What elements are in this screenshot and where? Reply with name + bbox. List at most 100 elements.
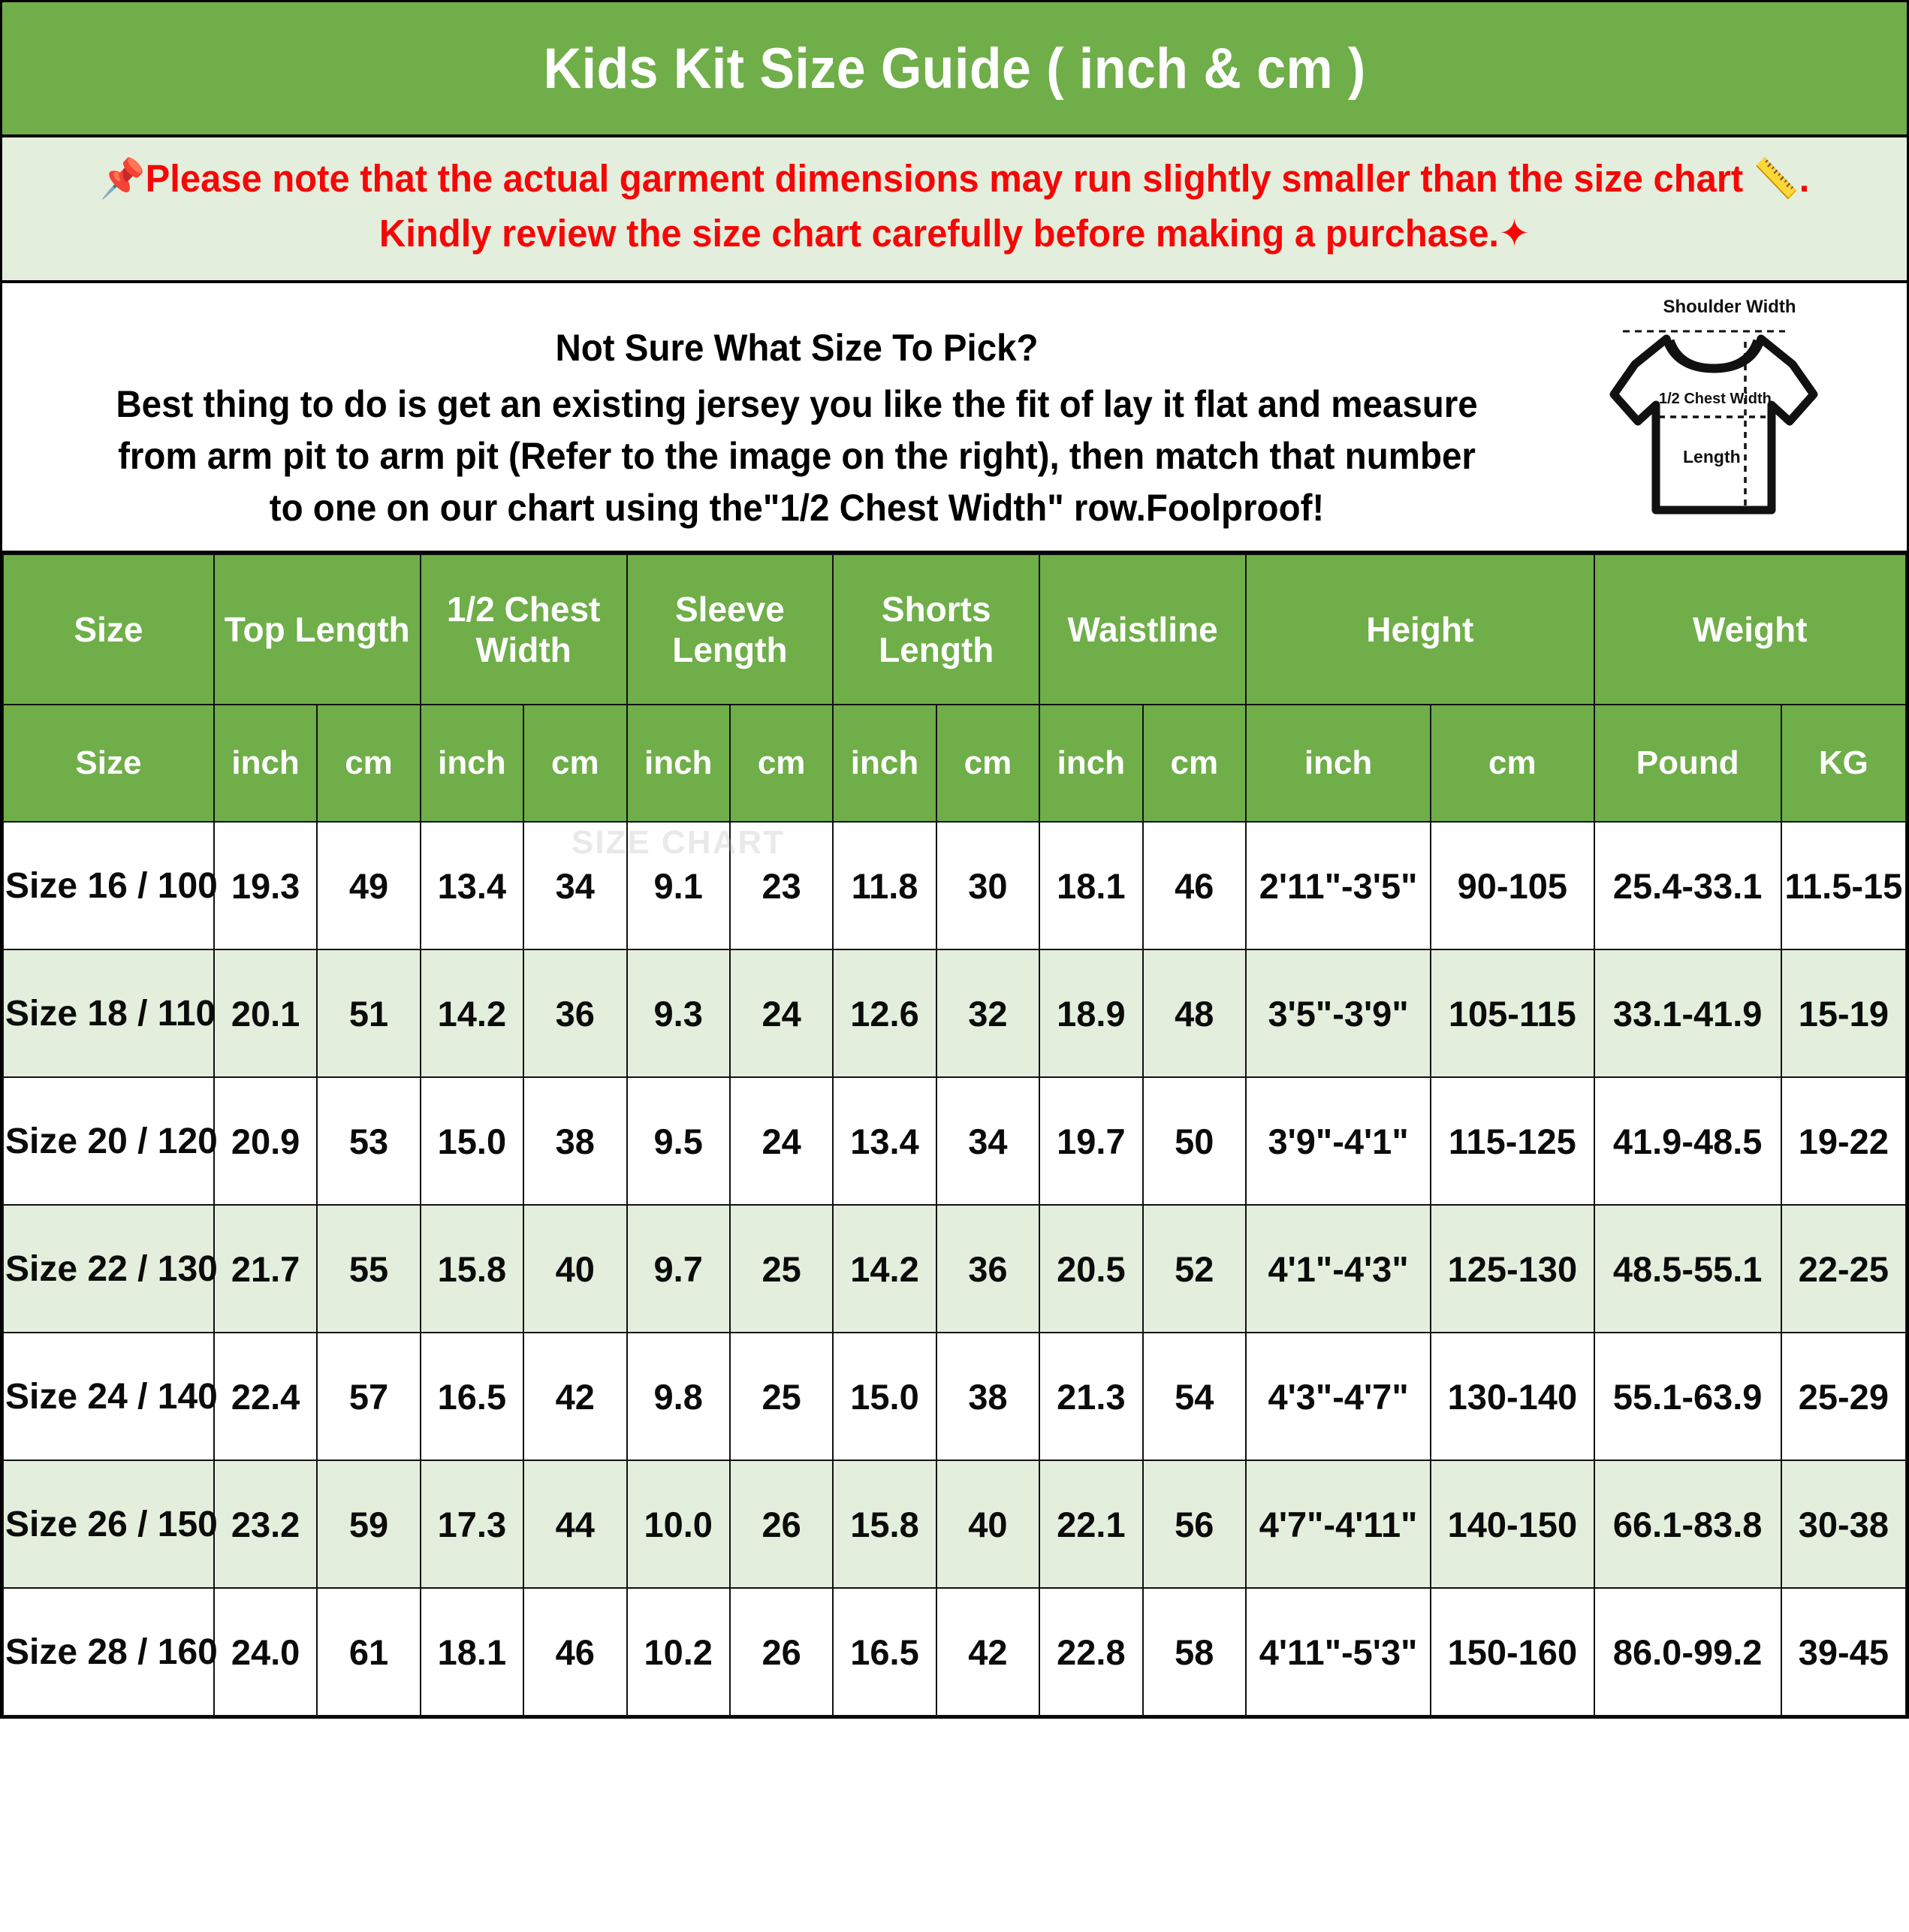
group-header-weight: Weight bbox=[1593, 554, 1907, 706]
cell: 3'9"-4'1" bbox=[1244, 1076, 1432, 1206]
cell: 150-160 bbox=[1430, 1587, 1595, 1717]
table-body: Size 16 / 100 19.3 49 13.4 34 9.1 23 11.… bbox=[2, 821, 1907, 1717]
cell: 44 bbox=[523, 1460, 628, 1589]
notice-line-2: Kindly review the size chart carefully b… bbox=[47, 210, 1861, 258]
group-header-sleeve-length: Sleeve Length bbox=[626, 554, 834, 706]
cell: 22.1 bbox=[1039, 1460, 1144, 1589]
cell: 33.1-41.9 bbox=[1593, 949, 1782, 1079]
cell: 9.8 bbox=[626, 1332, 731, 1462]
cell: 24 bbox=[728, 1076, 834, 1206]
cell: 53 bbox=[316, 1076, 421, 1206]
cell: 4'1"-4'3" bbox=[1244, 1204, 1432, 1334]
unit-header-size: Size bbox=[2, 704, 215, 823]
cell: 23.2 bbox=[213, 1460, 318, 1589]
cell: 30 bbox=[935, 821, 1041, 951]
group-header-chest-width: 1/2 Chest Width bbox=[419, 554, 628, 706]
unit-header-pound: Pound bbox=[1593, 704, 1782, 823]
page-title: Kids Kit Size Guide ( inch & cm ) bbox=[543, 36, 1366, 101]
cell: 20.5 bbox=[1039, 1204, 1144, 1334]
unit-header-cell: inch bbox=[419, 704, 525, 823]
cell: 2'11"-3'5" bbox=[1244, 821, 1432, 951]
group-header-size: Size bbox=[2, 554, 215, 706]
unit-header-cell: inch bbox=[626, 704, 731, 823]
cell: 30-38 bbox=[1780, 1460, 1907, 1589]
cell: 36 bbox=[935, 1204, 1041, 1334]
row-size-label: Size 16 / 100 bbox=[2, 821, 218, 951]
table-head: Size Top Length 1/2 Chest Width Sleeve L… bbox=[2, 554, 1907, 823]
notice-line-1-period: . bbox=[1799, 157, 1810, 200]
unit-header-cell: cm bbox=[1430, 704, 1595, 823]
cell: 16.5 bbox=[832, 1587, 937, 1717]
cell: 55.1-63.9 bbox=[1593, 1332, 1782, 1462]
cell: 14.2 bbox=[419, 949, 525, 1079]
cell: 22.4 bbox=[213, 1332, 318, 1462]
cell: 46 bbox=[523, 1587, 628, 1717]
row-size-label: Size 20 / 120 bbox=[2, 1076, 218, 1206]
pushpin-icon: 📌 bbox=[99, 157, 146, 201]
cell: 15.0 bbox=[419, 1076, 525, 1206]
cell: 48 bbox=[1141, 949, 1247, 1079]
cell: 14.2 bbox=[832, 1204, 937, 1334]
unit-header-cell: cm bbox=[935, 704, 1041, 823]
unit-header-cell: cm bbox=[728, 704, 834, 823]
cell: 4'7"-4'11" bbox=[1244, 1460, 1432, 1589]
cell: 13.4 bbox=[832, 1076, 937, 1206]
cell: 21.3 bbox=[1039, 1332, 1144, 1462]
table-row: Size 26 / 150 23.2 59 17.3 44 10.0 26 15… bbox=[2, 1460, 1907, 1589]
cell: 42 bbox=[523, 1332, 628, 1462]
unit-header-cell: cm bbox=[316, 704, 421, 823]
help-line-1: Best thing to do is get an existing jers… bbox=[116, 383, 1478, 426]
cell: 56 bbox=[1141, 1460, 1247, 1589]
cell: 58 bbox=[1141, 1587, 1247, 1717]
cell: 34 bbox=[523, 821, 628, 951]
cell: 18.9 bbox=[1039, 949, 1144, 1079]
notice-banner: 📌Please note that the actual garment dim… bbox=[2, 137, 1907, 284]
cell: 26 bbox=[728, 1460, 834, 1589]
cell: 21.7 bbox=[213, 1204, 318, 1334]
notice-line-2-text: Kindly review the size chart carefully b… bbox=[378, 212, 1500, 255]
cell: 15.0 bbox=[832, 1332, 937, 1462]
cell: 26 bbox=[728, 1587, 834, 1717]
group-header-top-length: Top Length bbox=[213, 554, 421, 706]
cell: 57 bbox=[316, 1332, 421, 1462]
cell: 46 bbox=[1141, 821, 1247, 951]
length-label: Length bbox=[1683, 447, 1741, 467]
cell: 52 bbox=[1141, 1204, 1247, 1334]
cell: 19-22 bbox=[1780, 1076, 1907, 1206]
cell: 22-25 bbox=[1780, 1204, 1907, 1334]
cell: 13.4 bbox=[419, 821, 525, 951]
shoulder-width-label: Shoulder Width bbox=[1663, 297, 1796, 318]
cell: 15.8 bbox=[832, 1460, 937, 1589]
cell: 18.1 bbox=[1039, 821, 1144, 951]
help-heading: Not Sure What Size To Pick? bbox=[555, 327, 1039, 370]
cell: 86.0-99.2 bbox=[1593, 1587, 1782, 1717]
group-header-height: Height bbox=[1244, 554, 1595, 706]
cell: 24 bbox=[728, 949, 834, 1079]
cell: 32 bbox=[935, 949, 1041, 1079]
cell: 9.5 bbox=[626, 1076, 731, 1206]
row-size-label: Size 26 / 150 bbox=[2, 1460, 218, 1589]
cell: 23 bbox=[728, 821, 834, 951]
cell: 20.1 bbox=[213, 949, 318, 1079]
cell: 9.1 bbox=[626, 821, 731, 951]
cell: 20.9 bbox=[213, 1076, 318, 1206]
row-size-label: Size 22 / 130 bbox=[2, 1204, 218, 1334]
title-bar: Kids Kit Size Guide ( inch & cm ) bbox=[2, 2, 1907, 137]
half-chest-width-label: 1/2 Chest Width bbox=[1659, 391, 1772, 408]
group-header-waistline: Waistline bbox=[1039, 554, 1247, 706]
cell: 16.5 bbox=[419, 1332, 525, 1462]
cell: 42 bbox=[935, 1587, 1041, 1717]
help-text-block: Not Sure What Size To Pick? Best thing t… bbox=[2, 303, 1591, 534]
cell: 25.4-33.1 bbox=[1593, 821, 1782, 951]
group-header-shorts-length: Shorts Length bbox=[832, 554, 1041, 706]
table-row: Size 28 / 160 24.0 61 18.1 46 10.2 26 16… bbox=[2, 1587, 1907, 1717]
group-header-row: Size Top Length 1/2 Chest Width Sleeve L… bbox=[2, 554, 1907, 706]
cell: 61 bbox=[316, 1587, 421, 1717]
cell: 39-45 bbox=[1780, 1587, 1907, 1717]
cell: 15-19 bbox=[1780, 949, 1907, 1079]
cell: 49 bbox=[316, 821, 421, 951]
cell: 4'3"-4'7" bbox=[1244, 1332, 1432, 1462]
help-section: Not Sure What Size To Pick? Best thing t… bbox=[2, 283, 1907, 554]
cell: 10.0 bbox=[626, 1460, 731, 1589]
cell: 38 bbox=[523, 1076, 628, 1206]
